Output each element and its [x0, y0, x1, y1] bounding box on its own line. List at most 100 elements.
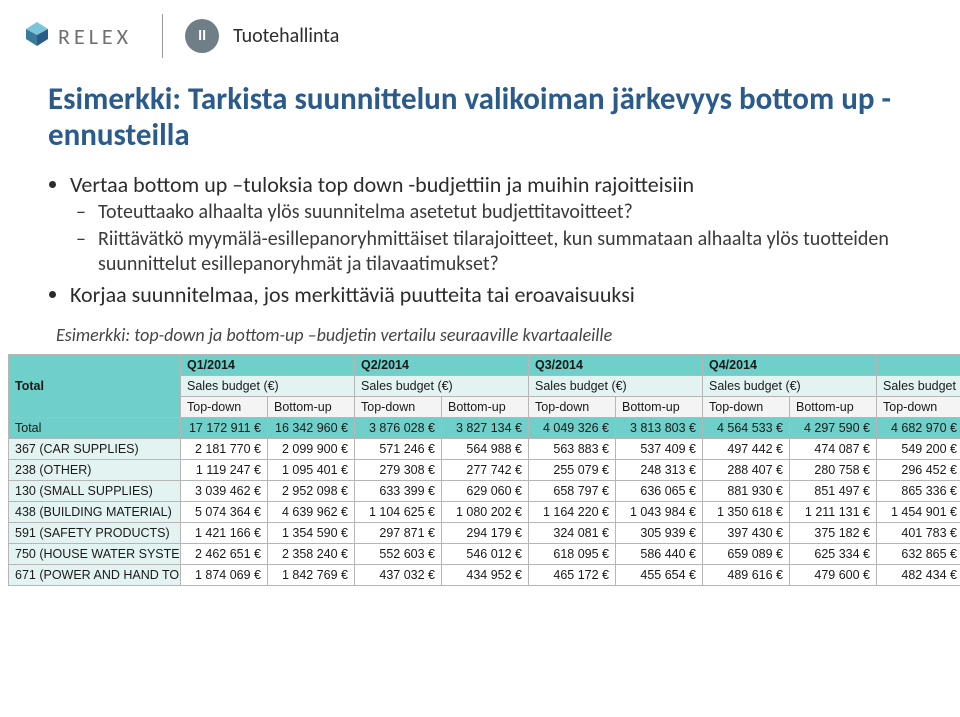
cell: 4 049 326 €: [529, 418, 616, 439]
cell: 1 095 401 €: [268, 460, 355, 481]
cell: 479 600 €: [790, 565, 877, 586]
cell: 305 939 €: [616, 523, 703, 544]
cell: 324 081 €: [529, 523, 616, 544]
cell: 1 354 590 €: [268, 523, 355, 544]
row-label: 238 (OTHER): [9, 460, 181, 481]
cell: 3 827 134 €: [442, 418, 529, 439]
cell: 2 099 900 €: [268, 439, 355, 460]
table-row: 238 (OTHER)1 119 247 €1 095 401 €279 308…: [9, 460, 960, 481]
slide-content: Esimerkki: Tarkista suunnittelun valikoi…: [0, 64, 960, 346]
quarter-header: Q4/2014: [703, 355, 877, 376]
cell: 1 454 901 €: [877, 502, 960, 523]
cell: 2 952 098 €: [268, 481, 355, 502]
cell: 489 616 €: [703, 565, 790, 586]
cell: 297 871 €: [355, 523, 442, 544]
quarter-header: Q3/2014: [529, 355, 703, 376]
section-badge: II: [185, 19, 219, 53]
cell: 552 603 €: [355, 544, 442, 565]
bullet-list: Vertaa bottom up –tuloksia top down -bud…: [48, 171, 912, 308]
table-total-row: Total 17 172 911 € 16 342 960 € 3 876 02…: [9, 418, 960, 439]
table-row: 367 (CAR SUPPLIES)2 181 770 €2 099 900 €…: [9, 439, 960, 460]
cell: 16 342 960 €: [268, 418, 355, 439]
cell: 474 087 €: [790, 439, 877, 460]
cell: 564 988 €: [442, 439, 529, 460]
cell: 4 564 533 €: [703, 418, 790, 439]
cell: 3 813 803 €: [616, 418, 703, 439]
slide-header: RELEX II Tuotehallinta: [0, 0, 960, 64]
cell: 1 164 220 €: [529, 502, 616, 523]
sub-bullet-list: Toteuttaako alhaalta ylös suunnitelma as…: [70, 200, 912, 277]
row-label: Total: [9, 418, 181, 439]
row-label: 750 (HOUSE WATER SYSTEM: [9, 544, 181, 565]
table-row: 438 (BUILDING MATERIAL)5 074 364 €4 639 …: [9, 502, 960, 523]
sub-header: Top-down: [877, 397, 960, 418]
cell: 296 452 €: [877, 460, 960, 481]
cell: 3 876 028 €: [355, 418, 442, 439]
bullet-item: Vertaa bottom up –tuloksia top down -bud…: [70, 171, 912, 277]
table-row: 130 (SMALL SUPPLIES)3 039 462 €2 952 098…: [9, 481, 960, 502]
sub-header: Top-down: [355, 397, 442, 418]
table-corner: Total: [9, 355, 181, 418]
cell: 586 440 €: [616, 544, 703, 565]
cell: 434 952 €: [442, 565, 529, 586]
sales-header: Sales budget (€): [703, 376, 877, 397]
cell: 1 080 202 €: [442, 502, 529, 523]
bullet-text: Korjaa suunnitelmaa, jos merkittäviä puu…: [70, 281, 635, 308]
cell: 632 865 €: [877, 544, 960, 565]
cell: 280 758 €: [790, 460, 877, 481]
row-label: 591 (SAFETY PRODUCTS): [9, 523, 181, 544]
sub-header: Bottom-up: [616, 397, 703, 418]
cell: 255 079 €: [529, 460, 616, 481]
header-divider: [162, 14, 163, 58]
cell: 5 074 364 €: [181, 502, 268, 523]
cell: 397 430 €: [703, 523, 790, 544]
cell: 1 874 069 €: [181, 565, 268, 586]
sales-header: Sales budget (€): [181, 376, 355, 397]
cell: 497 442 €: [703, 439, 790, 460]
logo-mark-icon: [24, 21, 50, 52]
cell: 4 682 970 €: [877, 418, 960, 439]
cell: 2 462 651 €: [181, 544, 268, 565]
quarter-header: [877, 355, 960, 376]
table-body: Total 17 172 911 € 16 342 960 € 3 876 02…: [9, 418, 960, 586]
cell: 288 407 €: [703, 460, 790, 481]
cell: 618 095 €: [529, 544, 616, 565]
bullet-item: Korjaa suunnitelmaa, jos merkittäviä puu…: [70, 281, 912, 308]
quarter-header: Q1/2014: [181, 355, 355, 376]
cell: 294 179 €: [442, 523, 529, 544]
quarter-header: Q2/2014: [355, 355, 529, 376]
cell: 1 211 131 €: [790, 502, 877, 523]
cell: 546 012 €: [442, 544, 529, 565]
cell: 1 421 166 €: [181, 523, 268, 544]
row-label: 367 (CAR SUPPLIES): [9, 439, 181, 460]
cell: 633 399 €: [355, 481, 442, 502]
cell: 1 350 618 €: [703, 502, 790, 523]
cell: 1 842 769 €: [268, 565, 355, 586]
cell: 279 308 €: [355, 460, 442, 481]
cell: 865 336 €: [877, 481, 960, 502]
cell: 571 246 €: [355, 439, 442, 460]
cell: 658 797 €: [529, 481, 616, 502]
comparison-table: Total Q1/2014 Q2/2014 Q3/2014 Q4/2014 Sa…: [8, 354, 960, 586]
sales-header: Sales budget (€): [529, 376, 703, 397]
breadcrumb: Tuotehallinta: [233, 24, 339, 48]
sub-bullet-item: Riittävätkö myymälä-esillepanoryhmittäis…: [98, 227, 912, 277]
row-label: 671 (POWER AND HAND TO: [9, 565, 181, 586]
cell: 455 654 €: [616, 565, 703, 586]
row-label: 130 (SMALL SUPPLIES): [9, 481, 181, 502]
table-row: 750 (HOUSE WATER SYSTEM2 462 651 €2 358 …: [9, 544, 960, 565]
logo: RELEX: [24, 21, 132, 52]
row-label: 438 (BUILDING MATERIAL): [9, 502, 181, 523]
cell: 401 783 €: [877, 523, 960, 544]
cell: 2 358 240 €: [268, 544, 355, 565]
sub-header: Bottom-up: [268, 397, 355, 418]
cell: 4 297 590 €: [790, 418, 877, 439]
cell: 629 060 €: [442, 481, 529, 502]
comparison-table-wrap: Total Q1/2014 Q2/2014 Q3/2014 Q4/2014 Sa…: [0, 354, 960, 586]
cell: 2 181 770 €: [181, 439, 268, 460]
cell: 3 039 462 €: [181, 481, 268, 502]
logo-text: RELEX: [58, 23, 132, 50]
cell: 1 119 247 €: [181, 460, 268, 481]
cell: 375 182 €: [790, 523, 877, 544]
cell: 4 639 962 €: [268, 502, 355, 523]
